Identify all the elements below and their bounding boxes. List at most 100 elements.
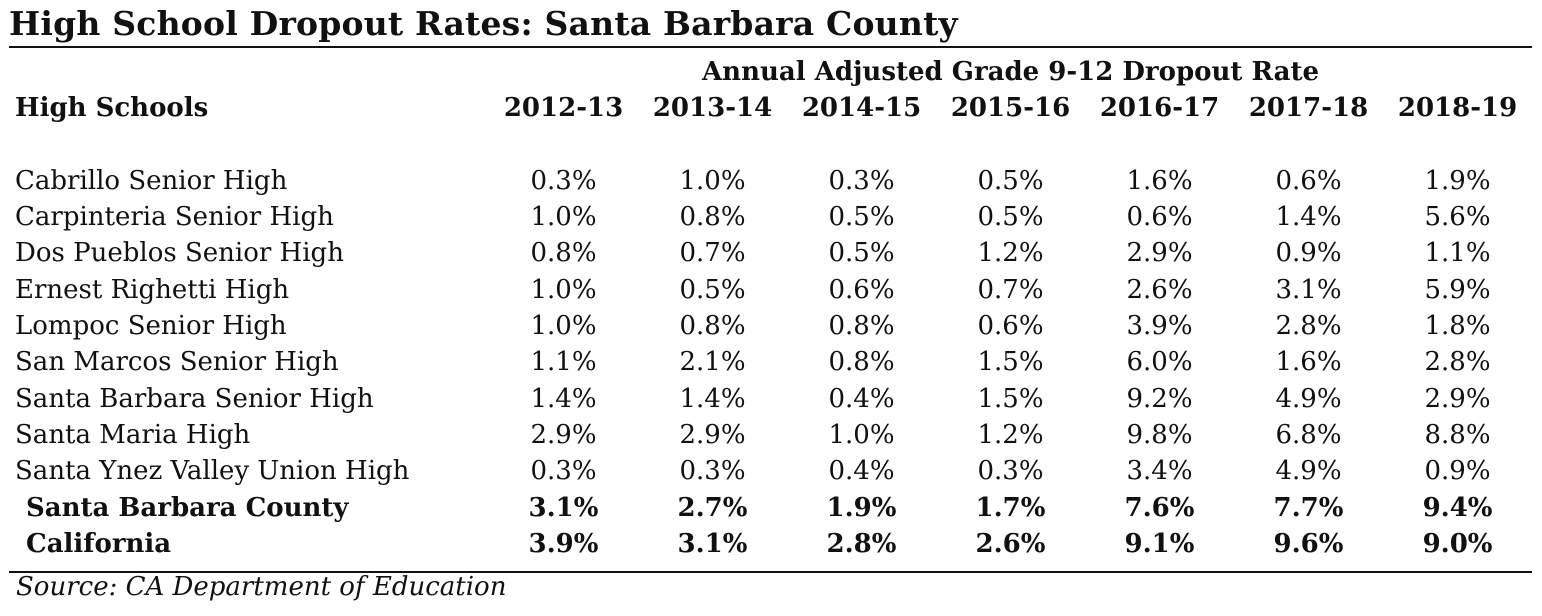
rate-cell: 0.9% — [1424, 456, 1491, 487]
table-row: Santa Ynez Valley Union High 0.3% 0.3% 0.4%… — [9, 453, 1532, 489]
rate-cell: 3.9% — [1126, 311, 1193, 342]
rate-cell: 0.6% — [1126, 202, 1193, 233]
school-name: Santa Maria High — [15, 419, 251, 450]
rate-cell: 0.5% — [679, 274, 746, 305]
rate-cell: 5.9% — [1424, 274, 1491, 305]
rate-cell: 3.1% — [677, 528, 748, 559]
super-header: Annual Adjusted Grade 9-12 Dropout Rate — [702, 57, 1320, 87]
rate-cell: 9.1% — [1124, 528, 1195, 559]
rate-cell: 4.9% — [1275, 456, 1342, 487]
rate-cell: 2.7% — [677, 492, 748, 523]
rate-cell: 0.6% — [1275, 165, 1342, 196]
rate-cell: 9.0% — [1422, 528, 1493, 559]
school-name: Lompoc Senior High — [15, 311, 287, 342]
rate-cell: 8.8% — [1424, 419, 1491, 450]
rate-cell: 0.6% — [977, 311, 1044, 342]
rate-cell: 0.8% — [679, 202, 746, 233]
rate-cell: 9.6% — [1273, 528, 1344, 559]
school-name: San Marcos Senior High — [15, 347, 339, 378]
column-header-row: High Schools 2012-13 2013-14 2014-15 201… — [9, 90, 1532, 126]
rate-cell: 0.4% — [828, 456, 895, 487]
total-name: Santa Barbara County — [26, 492, 349, 523]
rate-cell: 1.6% — [1126, 165, 1193, 196]
rate-cell: 0.3% — [530, 456, 597, 487]
rate-cell: 1.0% — [530, 202, 597, 233]
school-name: Dos Pueblos Senior High — [15, 238, 344, 269]
year-header: 2014-15 — [801, 93, 922, 124]
rate-cell: 9.4% — [1422, 492, 1493, 523]
rate-cell: 0.7% — [977, 274, 1044, 305]
rate-cell: 1.0% — [828, 419, 895, 450]
rate-cell: 3.9% — [528, 528, 599, 559]
rate-cell: 6.0% — [1126, 347, 1193, 378]
source-note: Source: CA Department of Education — [16, 572, 507, 602]
year-header: 2018-19 — [1397, 93, 1518, 124]
rate-cell: 6.8% — [1275, 419, 1342, 450]
rate-cell: 3.1% — [1275, 274, 1342, 305]
rate-cell: 1.1% — [530, 347, 597, 378]
rate-cell: 1.0% — [530, 311, 597, 342]
dropout-rate-table: Annual Adjusted Grade 9-12 Dropout Rate … — [9, 54, 1532, 562]
rate-cell: 2.8% — [826, 528, 897, 559]
table-row: Ernest Righetti High 1.0% 0.5% 0.6% 0.7% 2.6%… — [9, 272, 1532, 308]
table-row: Cabrillo Senior High 0.3% 1.0% 0.3% 0.5% 1.6%… — [9, 163, 1532, 199]
row-header: High Schools — [15, 93, 209, 124]
year-header: 2012-13 — [503, 93, 624, 124]
rate-cell: 1.4% — [679, 383, 746, 414]
rate-cell: 0.7% — [679, 238, 746, 269]
school-name: Cabrillo Senior High — [15, 165, 288, 196]
rate-cell: 4.9% — [1275, 383, 1342, 414]
rate-cell: 0.8% — [530, 238, 597, 269]
rate-cell: 5.6% — [1424, 202, 1491, 233]
rate-cell: 0.9% — [1275, 238, 1342, 269]
empty-header-cell — [9, 54, 489, 90]
rate-cell: 9.2% — [1126, 383, 1193, 414]
rate-cell: 2.6% — [975, 528, 1046, 559]
year-header: 2013-14 — [652, 93, 773, 124]
rate-cell: 0.6% — [828, 274, 895, 305]
year-header: 2016-17 — [1099, 93, 1220, 124]
rate-cell: 1.9% — [826, 492, 897, 523]
rate-cell: 1.2% — [977, 419, 1044, 450]
rate-cell: 9.8% — [1126, 419, 1193, 450]
school-name: Santa Barbara Senior High — [15, 383, 374, 414]
school-name: Carpinteria Senior High — [15, 202, 334, 233]
rate-cell: 3.4% — [1126, 456, 1193, 487]
rate-cell: 1.4% — [530, 383, 597, 414]
rate-cell: 0.4% — [828, 383, 895, 414]
table-row: Lompoc Senior High 1.0% 0.8% 0.8% 0.6% 3.9% 2.… — [9, 308, 1532, 344]
rate-cell: 2.8% — [1275, 311, 1342, 342]
rate-cell: 7.6% — [1124, 492, 1195, 523]
rate-cell: 2.9% — [1424, 383, 1491, 414]
rate-cell: 0.5% — [828, 202, 895, 233]
rate-cell: 1.4% — [1275, 202, 1342, 233]
year-header: 2017-18 — [1248, 93, 1369, 124]
rate-cell: 2.1% — [679, 347, 746, 378]
rate-cell: 3.1% — [528, 492, 599, 523]
rate-cell: 2.9% — [530, 419, 597, 450]
rate-cell: 0.3% — [977, 456, 1044, 487]
bottom-rule — [9, 571, 1532, 573]
super-header-row: Annual Adjusted Grade 9-12 Dropout Rate — [9, 54, 1532, 90]
total-name: California — [26, 528, 172, 559]
rate-cell: 1.5% — [977, 383, 1044, 414]
rate-cell: 2.9% — [679, 419, 746, 450]
rate-cell: 1.0% — [530, 274, 597, 305]
school-name: Santa Ynez Valley Union High — [15, 456, 410, 487]
rate-cell: 1.5% — [977, 347, 1044, 378]
rate-cell: 0.5% — [977, 202, 1044, 233]
rate-cell: 0.5% — [977, 165, 1044, 196]
top-rule — [9, 46, 1532, 48]
rate-cell: 1.1% — [1424, 238, 1491, 269]
year-header: 2015-16 — [950, 93, 1071, 124]
rate-cell: 2.9% — [1126, 238, 1193, 269]
rate-cell: 2.8% — [1424, 347, 1491, 378]
school-name: Ernest Righetti High — [15, 274, 290, 305]
rate-cell: 1.7% — [975, 492, 1046, 523]
rate-cell: 7.7% — [1273, 492, 1344, 523]
table-row: San Marcos Senior High 1.1% 2.1% 0.8% 1.5% 6.… — [9, 344, 1532, 380]
spacer-row — [9, 127, 1532, 163]
table-row: Santa Barbara Senior High 1.4% 1.4% 0.4% 1.5… — [9, 381, 1532, 417]
table-title: High School Dropout Rates: Santa Barbara… — [9, 4, 958, 43]
rate-cell: 1.2% — [977, 238, 1044, 269]
